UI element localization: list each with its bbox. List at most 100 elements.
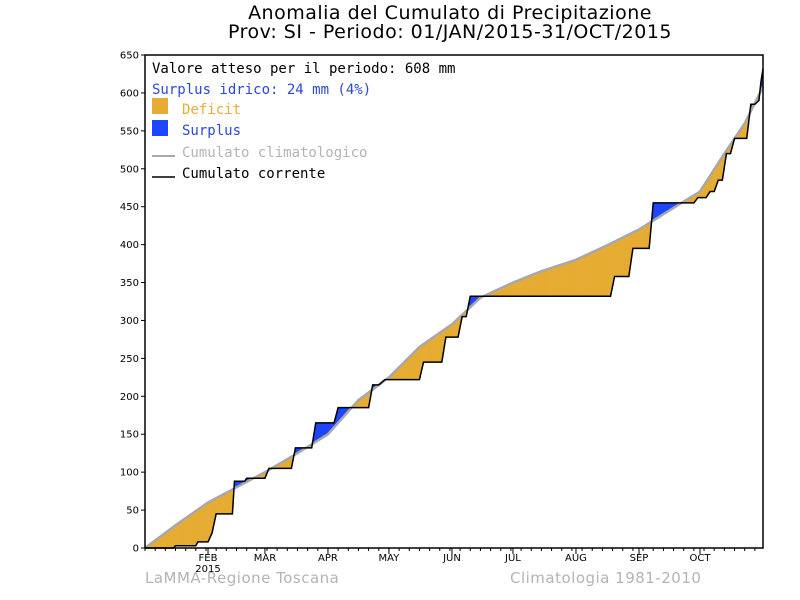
surplus-area bbox=[317, 422, 320, 441]
deficit-area bbox=[419, 346, 421, 378]
surplus-area bbox=[326, 422, 329, 435]
surplus-area bbox=[315, 422, 318, 442]
deficit-area bbox=[738, 131, 741, 139]
deficit-area bbox=[217, 497, 219, 514]
deficit-area bbox=[618, 239, 621, 277]
deficit-area bbox=[630, 233, 633, 259]
deficit-area bbox=[512, 282, 515, 297]
deficit-area bbox=[434, 335, 437, 363]
deficit-area bbox=[185, 517, 188, 546]
chart-subtitle: Prov: SI - Periodo: 01/JAN/2015-31/OCT/2… bbox=[227, 21, 673, 43]
deficit-area bbox=[510, 283, 513, 297]
deficit-area bbox=[231, 489, 233, 514]
footer-right-climatology: Climatologia 1981-2010 bbox=[510, 569, 702, 587]
deficit-area bbox=[433, 336, 436, 363]
deficit-area bbox=[364, 395, 366, 408]
deficit-area bbox=[491, 292, 494, 297]
deficit-area bbox=[165, 532, 167, 548]
deficit-area bbox=[623, 236, 626, 277]
surplus-area bbox=[299, 447, 301, 452]
current-line bbox=[145, 68, 764, 549]
deficit-area bbox=[711, 173, 713, 192]
deficit-area bbox=[712, 171, 714, 192]
deficit-area bbox=[354, 404, 356, 408]
deficit-area bbox=[612, 242, 614, 284]
deficit-area bbox=[647, 224, 649, 249]
deficit-area bbox=[718, 162, 720, 181]
deficit-area bbox=[210, 501, 212, 537]
deficit-area bbox=[704, 184, 706, 198]
surplus-area bbox=[241, 481, 243, 485]
deficit-area bbox=[607, 244, 609, 297]
deficit-area bbox=[742, 125, 745, 139]
surplus-area bbox=[316, 422, 319, 441]
deficit-area bbox=[403, 362, 405, 380]
deficit-area bbox=[619, 238, 622, 277]
deficit-area bbox=[532, 274, 534, 297]
deficit-area bbox=[528, 276, 530, 297]
deficit-area bbox=[587, 254, 589, 297]
x-tick-label: APR bbox=[318, 553, 338, 564]
deficit-area bbox=[221, 495, 223, 514]
deficit-area bbox=[613, 241, 615, 279]
deficit-area bbox=[190, 514, 193, 546]
surplus-area bbox=[673, 202, 675, 208]
surplus-area bbox=[323, 422, 326, 437]
deficit-area bbox=[602, 247, 604, 297]
deficit-area bbox=[278, 464, 280, 469]
deficit-area bbox=[646, 224, 648, 249]
deficit-area bbox=[629, 233, 632, 266]
deficit-area bbox=[413, 352, 415, 380]
y-tick-label: 500 bbox=[120, 164, 139, 175]
surplus-area bbox=[240, 481, 242, 485]
deficit-area bbox=[463, 313, 465, 317]
deficit-area bbox=[260, 474, 263, 479]
surplus-area bbox=[234, 481, 236, 489]
deficit-area bbox=[205, 503, 208, 542]
deficit-area bbox=[426, 341, 428, 363]
deficit-area bbox=[284, 460, 286, 469]
deficit-area bbox=[435, 335, 438, 363]
deficit-area bbox=[442, 330, 445, 353]
deficit-area bbox=[444, 328, 447, 341]
deficit-area bbox=[424, 343, 426, 363]
deficit-area bbox=[570, 261, 573, 297]
deficit-area bbox=[705, 182, 707, 198]
deficit-area bbox=[533, 274, 535, 297]
deficit-area bbox=[448, 326, 451, 338]
deficit-area bbox=[187, 516, 190, 546]
surplus-area bbox=[338, 407, 340, 423]
deficit-area bbox=[716, 165, 718, 185]
surplus-area bbox=[335, 417, 337, 426]
deficit-area bbox=[509, 283, 512, 297]
surplus-area bbox=[331, 422, 333, 431]
deficit-area bbox=[196, 509, 199, 543]
deficit-area bbox=[625, 235, 628, 277]
deficit-area bbox=[406, 359, 408, 380]
deficit-area bbox=[192, 512, 195, 546]
deficit-area bbox=[608, 244, 610, 297]
surplus-area bbox=[670, 202, 672, 210]
deficit-area bbox=[609, 243, 611, 297]
deficit-area bbox=[285, 460, 287, 469]
deficit-area bbox=[565, 262, 568, 297]
deficit-area bbox=[543, 270, 545, 297]
deficit-area bbox=[282, 461, 284, 469]
surplus-area bbox=[666, 202, 668, 213]
deficit-area bbox=[219, 496, 221, 514]
surplus-area bbox=[236, 481, 238, 488]
deficit-area bbox=[572, 260, 575, 297]
deficit-area bbox=[264, 471, 267, 477]
deficit-area bbox=[152, 542, 154, 548]
y-tick-label: 250 bbox=[120, 354, 139, 365]
deficit-area bbox=[709, 176, 711, 193]
x-tick-label: JUL bbox=[504, 553, 521, 564]
deficit-area bbox=[710, 174, 712, 192]
deficit-area bbox=[688, 198, 691, 203]
surplus-area bbox=[471, 296, 473, 306]
deficit-area bbox=[743, 124, 746, 139]
deficit-area bbox=[211, 500, 213, 534]
deficit-area bbox=[495, 290, 498, 297]
deficit-area bbox=[222, 494, 224, 514]
deficit-area bbox=[539, 271, 541, 297]
